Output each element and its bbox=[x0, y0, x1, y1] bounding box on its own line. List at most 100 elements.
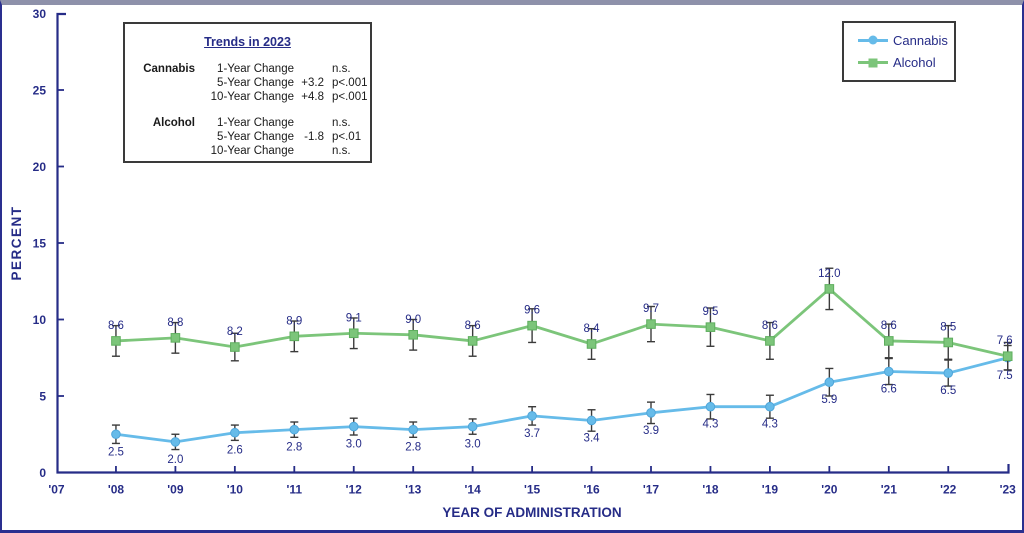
trend-series-name: Cannabis bbox=[143, 63, 195, 75]
x-tick-label: '17 bbox=[643, 483, 660, 497]
axes: 0 5 10 15 20 25 30 '07 '08 '09 '10 '11 '12 '13 '14 '15 '… bbox=[9, 7, 1016, 520]
y-tick-label: 10 bbox=[33, 313, 47, 327]
trend-series-name bbox=[125, 144, 202, 158]
trend-row-cannabis-2: 10-Year Change +4.8 p<.001 bbox=[125, 90, 370, 104]
trend-metric: 10-Year Change bbox=[210, 91, 294, 103]
trend-row-alcohol-1: 5-Year Change -1.8 p<.01 bbox=[125, 130, 370, 144]
point-label-cannabis: 4.3 bbox=[702, 419, 718, 431]
point-label-alcohol: 8.6 bbox=[108, 320, 124, 332]
point-label-cannabis: 3.4 bbox=[584, 432, 601, 444]
data-point-cannabis bbox=[943, 368, 954, 378]
data-point-alcohol bbox=[943, 337, 954, 348]
x-axis-title: YEAR OF ADMINISTRATION bbox=[442, 505, 621, 520]
data-point-alcohol bbox=[586, 339, 597, 349]
data-point-cannabis bbox=[646, 408, 656, 418]
point-label-cannabis: 2.0 bbox=[167, 454, 183, 466]
trend-significance: n.s. bbox=[332, 117, 351, 129]
data-point-alcohol bbox=[170, 333, 181, 343]
series-cannabis: 2.5 2.0 2.6 2.8 3.0 2.8 3.0 3.7 3.4 3.9 4.3 4.3 5.9 6… bbox=[108, 344, 1013, 466]
point-label-cannabis: 7.5 bbox=[997, 370, 1013, 382]
data-point-alcohol bbox=[527, 320, 537, 331]
x-tick-label: '11 bbox=[287, 483, 303, 497]
legend-item-cannabis: Cannabis bbox=[858, 33, 954, 48]
x-tick-label: '08 bbox=[108, 483, 125, 497]
point-label-cannabis: 6.5 bbox=[940, 385, 956, 397]
trend-series-name bbox=[125, 130, 202, 144]
trend-row-alcohol-2: 10-Year Change n.s. bbox=[125, 144, 370, 158]
data-point-alcohol bbox=[348, 328, 359, 339]
point-label-alcohol: 8.9 bbox=[286, 315, 302, 327]
data-point-cannabis bbox=[586, 415, 597, 426]
y-tick-label: 15 bbox=[33, 237, 47, 251]
point-label-alcohol: 8.5 bbox=[940, 321, 956, 333]
x-tick-label: '19 bbox=[762, 483, 779, 497]
data-point-alcohol bbox=[1002, 351, 1013, 362]
x-tick-label: '21 bbox=[881, 483, 898, 497]
data-point-cannabis bbox=[348, 421, 359, 432]
trend-value bbox=[294, 116, 324, 130]
data-point-cannabis bbox=[467, 421, 478, 432]
data-point-cannabis bbox=[289, 424, 300, 435]
trend-series-name: Alcohol bbox=[152, 117, 195, 129]
point-label-cannabis: 2.8 bbox=[286, 442, 302, 454]
trend-significance: p<.001 bbox=[332, 77, 368, 89]
point-label-alcohol: 8.6 bbox=[762, 320, 778, 332]
data-point-alcohol bbox=[646, 319, 656, 329]
data-point-alcohol bbox=[467, 336, 478, 346]
trend-series-name bbox=[125, 90, 202, 104]
x-tick-label: '14 bbox=[465, 483, 482, 497]
data-point-cannabis bbox=[408, 424, 419, 435]
trends-box: Trends in 2023 Cannabis 1-Year Change n.s.… bbox=[123, 22, 372, 163]
alcohol-line bbox=[115, 287, 1009, 358]
x-tick-label: '18 bbox=[702, 483, 719, 497]
point-label-alcohol: 8.6 bbox=[465, 320, 481, 332]
point-label-alcohol: 12.0 bbox=[818, 268, 840, 280]
point-label-cannabis: 6.6 bbox=[881, 384, 897, 396]
data-point-alcohol bbox=[705, 322, 716, 332]
point-label-alcohol: 8.8 bbox=[167, 317, 183, 329]
y-tick-label: 25 bbox=[33, 84, 47, 98]
point-label-cannabis: 3.0 bbox=[346, 439, 362, 451]
x-tick-label: '12 bbox=[346, 483, 363, 497]
data-point-cannabis bbox=[230, 427, 240, 438]
point-label-cannabis: 2.8 bbox=[405, 442, 421, 454]
trend-row-alcohol-0: Alcohol 1-Year Change n.s. bbox=[125, 116, 370, 130]
legend-label-alcohol: Alcohol bbox=[893, 55, 936, 71]
data-point-alcohol bbox=[884, 336, 894, 346]
point-label-cannabis: 3.0 bbox=[465, 439, 481, 451]
data-point-alcohol bbox=[230, 342, 240, 352]
trend-metric: 1-Year Change bbox=[217, 117, 294, 129]
x-tick-label: '15 bbox=[524, 483, 541, 497]
point-label-alcohol: 9.5 bbox=[702, 306, 718, 318]
data-point-alcohol bbox=[824, 284, 835, 294]
trend-value bbox=[294, 62, 324, 76]
trend-row-cannabis-1: 5-Year Change +3.2 p<.001 bbox=[125, 76, 370, 90]
data-point-cannabis bbox=[527, 411, 537, 421]
data-point-cannabis bbox=[765, 401, 775, 412]
x-tick-label: '16 bbox=[583, 483, 600, 497]
trend-significance: p<.01 bbox=[332, 131, 362, 143]
point-label-alcohol: 9.7 bbox=[643, 303, 659, 315]
point-label-cannabis: 5.9 bbox=[821, 394, 837, 406]
cannabis-circle-marker-icon bbox=[868, 35, 878, 45]
trend-row-cannabis-0: Cannabis 1-Year Change n.s. bbox=[125, 62, 370, 76]
data-point-cannabis bbox=[705, 401, 716, 412]
point-label-alcohol: 8.6 bbox=[881, 320, 897, 332]
x-tick-label: '22 bbox=[940, 483, 957, 497]
trend-metric: 10-Year Change bbox=[210, 145, 294, 157]
point-label-alcohol: 8.2 bbox=[227, 326, 243, 338]
chart-canvas: 0 5 10 15 20 25 30 '07 '08 '09 '10 '11 '12 '13 '14 '15 '… bbox=[9, 7, 1016, 520]
data-point-alcohol bbox=[765, 336, 775, 346]
cannabis-line-swatch bbox=[858, 35, 888, 45]
y-tick-label: 20 bbox=[33, 160, 47, 174]
x-tick-label: '10 bbox=[227, 483, 244, 497]
y-tick-label: 5 bbox=[39, 390, 46, 404]
x-tick-label: '07 bbox=[48, 483, 65, 497]
data-point-alcohol bbox=[289, 331, 300, 342]
point-label-alcohol: 9.0 bbox=[405, 314, 421, 326]
data-point-cannabis bbox=[170, 437, 181, 447]
series-alcohol: 8.6 8.8 8.2 8.9 9.1 9.0 8.6 9.6 8.4 9.7 9.5 8.6 12.0… bbox=[108, 267, 1013, 371]
y-tick-label: 30 bbox=[33, 7, 47, 21]
cannabis-line bbox=[115, 356, 1009, 444]
